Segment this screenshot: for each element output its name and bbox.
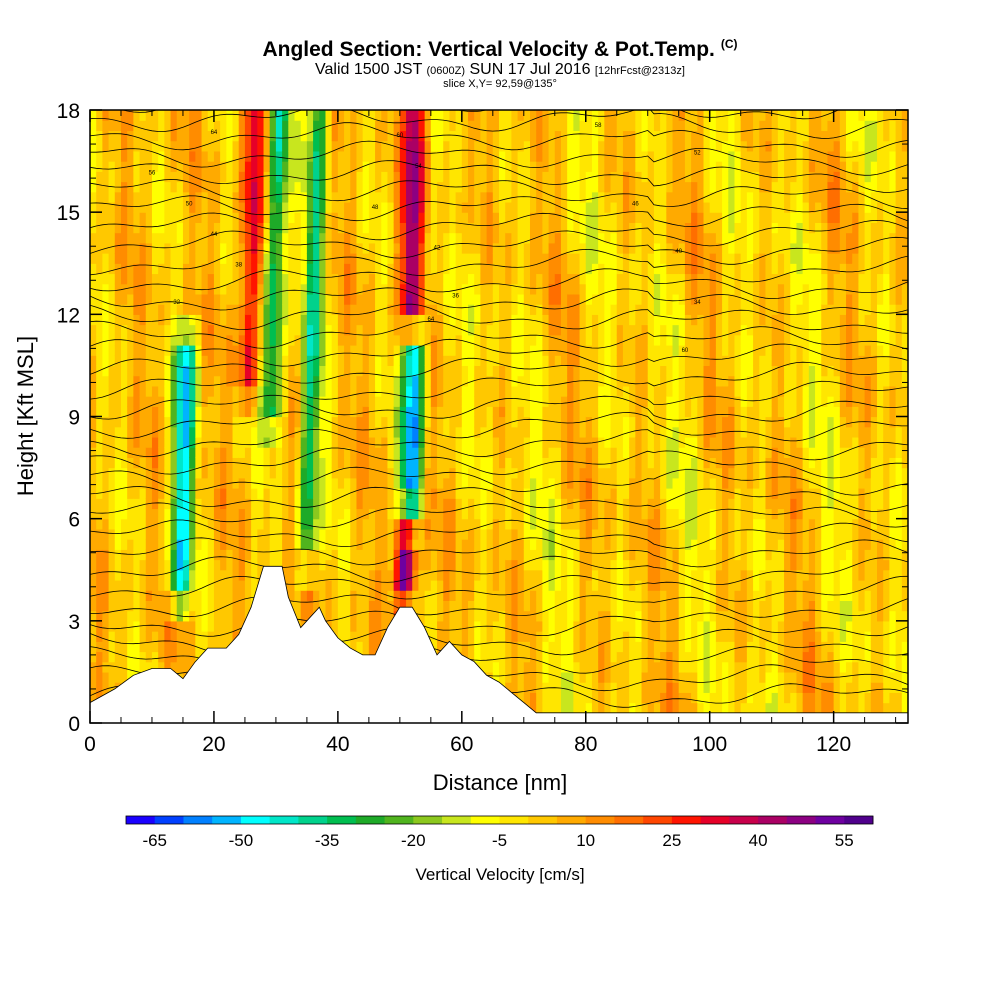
colorbar-tick-label: 40 <box>749 831 768 850</box>
colorbar-swatch <box>442 816 472 824</box>
colorbar-swatch <box>212 816 242 824</box>
contour-label: 32 <box>173 300 180 306</box>
colorbar-swatch <box>126 816 156 824</box>
x-tick-label: 0 <box>84 733 96 756</box>
y-tick-label: 9 <box>68 407 80 430</box>
terrain-profile <box>90 565 908 723</box>
x-axis-label: Distance [nm] <box>433 770 568 795</box>
x-tick-label: 40 <box>326 733 349 756</box>
contour-label: 46 <box>632 201 639 207</box>
colorbar-swatch <box>327 816 357 824</box>
valid-utc: (0600Z) <box>426 65 466 77</box>
colorbar-swatch <box>758 816 788 824</box>
colorbar: -65 -50 -35 -20 -5 10 25 40 55 <box>125 815 874 850</box>
contour-label: 42 <box>434 246 441 252</box>
slice-info: slice X,Y= 92,59@135° <box>443 78 557 90</box>
colorbar-swatch <box>671 816 702 824</box>
y-tick-label: 0 <box>68 713 80 736</box>
colorbar-swatch <box>700 816 730 824</box>
colorbar-tick-label: -20 <box>401 831 426 850</box>
contour-label: 44 <box>211 232 218 238</box>
valid-time: Valid 1500 JST <box>315 61 423 78</box>
contour-label: 64 <box>211 130 218 136</box>
contour-label: 34 <box>694 300 701 306</box>
colorbar-swatch <box>470 816 500 824</box>
x-tick-label: 60 <box>450 733 473 756</box>
chart-subtitle: Valid 1500 JST (0600Z) SUN 17 Jul 2016 [… <box>0 61 1000 79</box>
forecast-info: [12hrFcst@2313z] <box>594 65 685 77</box>
contour-label: 54 <box>415 164 422 170</box>
x-axis: 0 20 40 60 80 100 120 <box>84 110 897 756</box>
contour-label: 60 <box>397 133 404 139</box>
colorbar-swatch <box>528 816 558 824</box>
colorbar-tick-label: -50 <box>229 831 254 850</box>
contour-label: 38 <box>235 263 242 269</box>
y-axis-label: Height [Kft MSL] <box>13 336 38 496</box>
colorbar-swatch <box>240 816 271 824</box>
colorbar-swatch <box>384 816 414 824</box>
pot-temp-contours: 64 60 58 56 54 52 50 48 46 44 42 40 38 36 34 32 64 60 <box>90 110 908 708</box>
colorbar-swatch <box>614 816 644 824</box>
contour-label: 56 <box>149 171 156 177</box>
contour-label: 60 <box>682 348 689 354</box>
x-tick-label: 120 <box>816 733 851 756</box>
title-text: Angled Section: Vertical Velocity & Pot.… <box>262 38 715 61</box>
colorbar-tick-label: -5 <box>492 831 507 850</box>
y-tick-label: 15 <box>57 202 80 225</box>
contour-label: 48 <box>372 205 379 211</box>
x-tick-label: 100 <box>692 733 727 756</box>
colorbar-swatch <box>643 816 673 824</box>
colorbar-swatch <box>355 816 385 824</box>
contour-label: 58 <box>595 123 602 129</box>
contour-label: 64 <box>427 317 434 323</box>
contour-label: 52 <box>694 150 701 156</box>
colorbar-swatch <box>556 816 587 824</box>
colorbar-tick-label: 25 <box>662 831 681 850</box>
x-tick-label: 20 <box>202 733 225 756</box>
colorbar-tick-label: 10 <box>576 831 595 850</box>
colorbar-swatch <box>269 816 299 824</box>
colorbar-swatch <box>585 816 615 824</box>
contour-label: 36 <box>452 293 459 299</box>
colorbar-swatch <box>499 816 529 824</box>
vertical-velocity-field <box>90 110 908 723</box>
colorbar-tick-label: -65 <box>142 831 167 850</box>
colorbar-swatch <box>729 816 759 824</box>
y-tick-label: 6 <box>68 509 80 532</box>
colorbar-swatch <box>815 816 845 824</box>
colorbar-tick-label: 55 <box>835 831 854 850</box>
x-tick-label: 80 <box>574 733 597 756</box>
colorbar-swatch <box>183 816 213 824</box>
valid-date: SUN 17 Jul 2016 <box>469 61 591 78</box>
colorbar-label: Vertical Velocity [cm/s] <box>415 865 584 884</box>
colorbar-swatch <box>298 816 328 824</box>
terrain <box>90 565 908 723</box>
colorbar-swatch <box>154 816 184 824</box>
contour-label: 40 <box>675 249 682 255</box>
colorbar-swatch <box>413 816 443 824</box>
contour-label: 50 <box>186 201 193 207</box>
title-tag: (C) <box>720 37 738 51</box>
y-tick-label: 3 <box>68 611 80 634</box>
colorbar-swatch <box>786 816 816 824</box>
chart-title: Angled Section: Vertical Velocity & Pot.… <box>0 37 1000 62</box>
y-tick-label: 12 <box>57 304 80 327</box>
colorbar-tick-label: -35 <box>315 831 340 850</box>
colorbar-swatch <box>844 816 874 824</box>
y-tick-label: 18 <box>57 100 80 123</box>
